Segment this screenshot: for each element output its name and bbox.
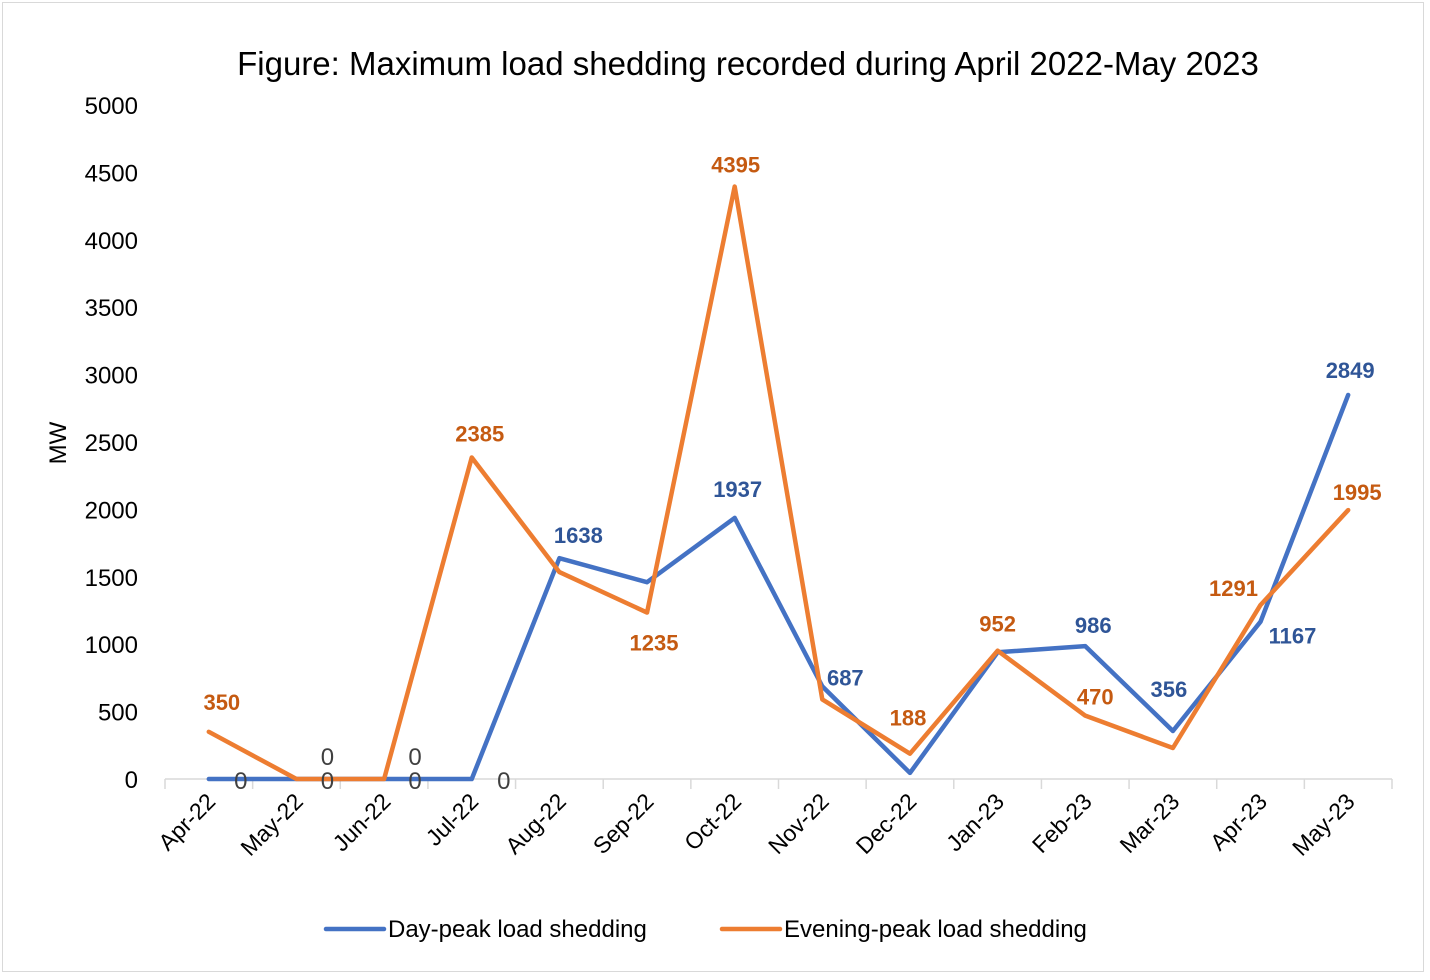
x-tick-label: Oct-22 [679,788,746,855]
data-label: 356 [1151,677,1188,702]
data-label: 0 [408,744,421,771]
data-label: 1291 [1209,576,1258,601]
x-tick-label: Jun-22 [328,788,396,856]
legend-item: Evening-peak load shedding [719,916,1087,943]
data-label: 1638 [554,523,603,548]
data-label: 0 [321,744,334,771]
y-tick-label: 5000 [85,93,138,120]
y-tick-label: 500 [98,700,138,727]
data-label: 2849 [1326,358,1375,383]
x-tick-label: Jul-22 [421,788,484,851]
y-tick-label: 1500 [85,565,138,592]
legend-item: Day-peak load shedding [323,916,647,943]
data-label: 1167 [1269,624,1317,649]
x-tick-label: May-22 [235,788,308,861]
y-tick-label: 4500 [85,160,138,187]
data-label: 1995 [1333,480,1382,505]
data-label: 0 [234,768,247,795]
x-tick-label: Nov-22 [763,788,834,859]
y-axis-label: MW [45,421,72,464]
data-label: 0 [321,768,334,795]
data-label: 986 [1075,613,1112,638]
x-tick-label: Apr-22 [153,788,220,855]
y-tick-label: 2000 [85,497,138,524]
x-tick-label: Feb-23 [1027,788,1097,858]
data-label: 0 [497,768,510,795]
y-tick-label: 4000 [85,228,138,255]
y-tick-label: 3000 [85,363,138,390]
x-tick-label: Aug-22 [500,788,571,859]
data-label: 188 [890,706,927,731]
y-tick-label: 3500 [85,295,138,322]
data-label: 350 [203,690,240,715]
x-tick-label: Sep-22 [588,788,659,859]
data-label: 470 [1077,685,1114,710]
x-tick-label: May-23 [1287,788,1360,861]
series-line-evening-peak [206,184,1351,782]
legend-label: Day-peak load shedding [388,916,647,943]
y-tick-label: 1000 [85,632,138,659]
y-tick-label: 2500 [85,430,138,457]
data-label: 4395 [711,153,760,178]
data-label: 1937 [713,477,762,502]
data-label: 687 [827,665,864,690]
x-tick-label: Jan-23 [941,788,1009,856]
chart-title: Figure: Maximum load shedding recorded d… [237,45,1259,82]
data-label: 952 [979,612,1016,637]
data-label: 1235 [630,631,679,656]
y-tick-label: 0 [125,767,138,794]
data-label: 0 [408,768,421,795]
x-tick-label: Dec-22 [851,788,922,859]
series-line-day-peak [206,392,1351,782]
data-label: 2385 [455,422,504,447]
legend-label: Evening-peak load shedding [784,916,1087,943]
x-tick-label: Mar-23 [1115,788,1185,858]
x-tick-label: Apr-23 [1205,788,1272,855]
